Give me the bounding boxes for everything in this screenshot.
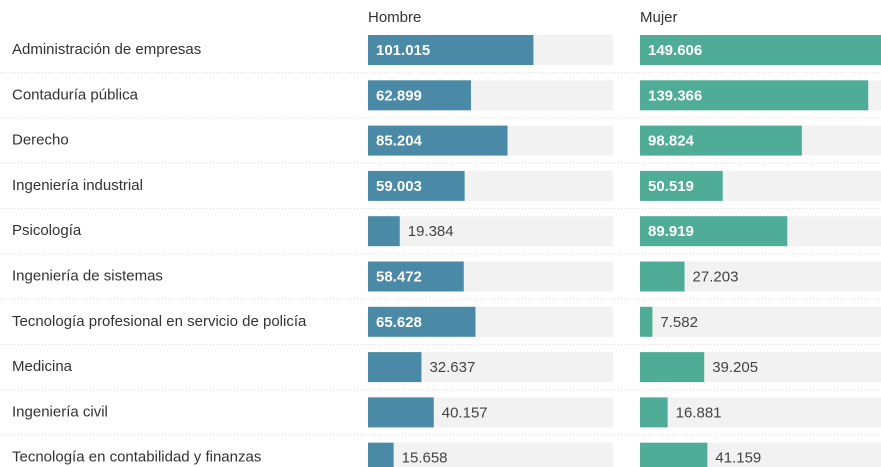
bar (368, 35, 534, 65)
bar (640, 442, 708, 467)
bar (640, 352, 705, 383)
bar (640, 216, 788, 247)
bar (368, 442, 394, 467)
bar (368, 352, 422, 383)
row-label: Tecnología profesional en servicio de po… (12, 313, 307, 330)
bar (368, 80, 472, 111)
bar-background (640, 397, 881, 428)
value-label: 32.637 (429, 359, 475, 376)
bar (368, 125, 508, 156)
bar-background (368, 216, 613, 247)
value-label: 41.159 (715, 450, 761, 467)
bar-background (640, 306, 881, 337)
bar (368, 216, 400, 247)
bar (368, 306, 476, 337)
value-label: 19.384 (408, 223, 454, 240)
row-label: Derecho (12, 132, 69, 149)
bar (640, 306, 653, 337)
row-label: Ingeniería de sistemas (12, 267, 163, 284)
value-label: 65.628 (376, 314, 422, 331)
column-header: Hombre (368, 9, 421, 26)
row-label: Psicología (12, 222, 82, 239)
value-label: 139.366 (648, 87, 702, 104)
bar (640, 170, 723, 201)
column-header: Mujer (640, 9, 678, 26)
value-label: 7.582 (660, 314, 698, 331)
value-label: 58.472 (376, 268, 422, 285)
value-label: 39.205 (712, 359, 758, 376)
value-label: 101.015 (376, 42, 430, 59)
value-label: 27.203 (693, 268, 739, 285)
bar (368, 261, 464, 292)
row-label: Contaduría pública (12, 86, 139, 103)
bar (368, 170, 465, 201)
value-label: 50.519 (648, 178, 694, 195)
value-label: 16.881 (676, 404, 722, 421)
bar (640, 80, 869, 111)
bar (640, 261, 685, 292)
value-label: 62.899 (376, 87, 422, 104)
bar (640, 125, 802, 156)
value-label: 15.658 (402, 450, 448, 467)
row-label: Ingeniería civil (12, 403, 108, 420)
row-label: Medicina (12, 358, 73, 375)
row-label: Ingeniería industrial (12, 177, 143, 194)
value-label: 40.157 (442, 404, 488, 421)
bar (640, 35, 881, 65)
value-label: 59.003 (376, 178, 422, 195)
value-label: 98.824 (648, 133, 695, 150)
row-label: Administración de empresas (12, 41, 201, 58)
bar (368, 397, 434, 428)
value-label: 149.606 (648, 42, 702, 59)
value-label: 89.919 (648, 223, 694, 240)
value-label: 85.204 (376, 133, 423, 150)
row-label: Tecnología en contabilidad y finanzas (12, 449, 261, 466)
bar (640, 397, 668, 428)
bar-background (368, 442, 613, 467)
